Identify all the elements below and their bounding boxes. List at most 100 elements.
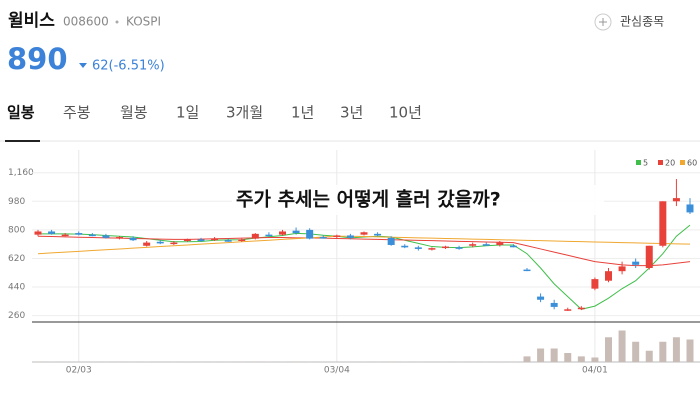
candle-body [687,204,694,212]
candle-body [483,244,490,246]
candle-body [374,234,381,236]
volume-bar [646,351,653,362]
y-tick-label: 1,160 [8,168,34,178]
candle-body [306,230,313,239]
tab[interactable]: 3년 [340,104,363,122]
volume-bar [564,353,571,362]
volume-bar [619,331,626,363]
candle-body [48,231,55,233]
volume-bar [537,349,544,363]
candle-body [428,248,435,250]
candle-body [605,271,612,281]
candle-body [116,237,123,239]
candle-body [143,243,150,246]
volume-bar [673,337,680,362]
tab[interactable]: 주봉 [63,104,91,122]
moving-average [38,236,690,265]
moving-average [38,225,690,309]
candle-body [537,297,544,300]
stock-code: 008600 [63,15,109,29]
volume-bar [591,358,598,363]
price: 890 [7,42,68,76]
candle-body [211,239,218,241]
legend-swatch [658,160,663,165]
volume-bar [551,349,558,363]
candle-body [415,247,422,249]
candle-body [102,235,109,237]
candle-body [89,235,96,237]
candle-body [62,235,69,237]
candle-body [265,235,272,237]
candle-body [75,233,82,235]
tab[interactable]: 일봉 [7,104,35,122]
candle-body [469,244,476,246]
plus [599,18,607,26]
candle-body [293,231,300,233]
x-tick-label: 03/04 [324,366,350,376]
annotation: 주가 추세는 어떻게 흘러 갔을까? [236,188,501,211]
y-tick-label: 440 [8,283,25,293]
legend-swatch [636,160,641,165]
volume-bar [687,340,694,363]
candle-body [591,279,598,289]
candle-body [157,242,164,244]
tab[interactable]: 10년 [389,104,422,122]
candle-body [130,238,137,240]
candle-body [456,247,463,249]
candle-body [619,266,626,271]
candle-body [524,270,531,272]
watch-button[interactable]: 관심종목 [595,14,664,30]
volume-bar [632,342,639,362]
x-tick-label: 02/03 [66,366,92,376]
candle-body [225,240,232,242]
candle-body [170,243,177,245]
y-tick-label: 980 [8,197,25,207]
tab[interactable]: 월봉 [120,104,148,122]
tab[interactable]: 1일 [176,104,199,122]
y-tick-label: 800 [8,225,25,235]
candle-body [333,235,340,237]
candle-body [673,198,680,201]
candle-body [551,303,558,307]
legend-label: 5 [643,159,648,168]
candle-body [632,262,639,265]
candle-body [401,246,408,248]
legend-label: 20 [665,159,675,168]
candle-body [388,238,395,245]
candle-body [184,239,191,241]
legend-label: 60 [687,159,697,168]
volume-bar [524,356,531,362]
candle-body [238,239,245,241]
dot [116,21,119,24]
down-arrow [79,63,87,68]
candle-body [320,237,327,239]
stock-name: 윌비스 [8,11,55,31]
candle-body [347,235,354,237]
candle-body [361,232,368,234]
candle-body [646,246,653,268]
candle-body [578,308,585,310]
candle-body [252,234,259,239]
market: KOSPI [126,15,161,29]
tab[interactable]: 3개월 [226,104,263,122]
change: 62(-6.51%) [92,59,165,74]
tab[interactable]: 1년 [291,104,314,122]
candle-body [35,231,42,234]
candle-body [198,239,205,241]
candle-body [510,246,517,248]
candle-body [564,309,571,311]
y-tick-label: 260 [8,311,25,321]
candle-body [279,231,286,234]
candle-body [659,201,666,245]
watch-label[interactable]: 관심종목 [620,15,664,29]
volume-bar [578,356,585,362]
volume-bar [659,342,666,362]
y-tick-label: 620 [8,254,25,264]
volume-bar [605,337,612,362]
candle-body [496,243,503,245]
legend-swatch [680,160,685,165]
candle-body [442,247,449,249]
x-tick-label: 04/01 [582,366,608,376]
